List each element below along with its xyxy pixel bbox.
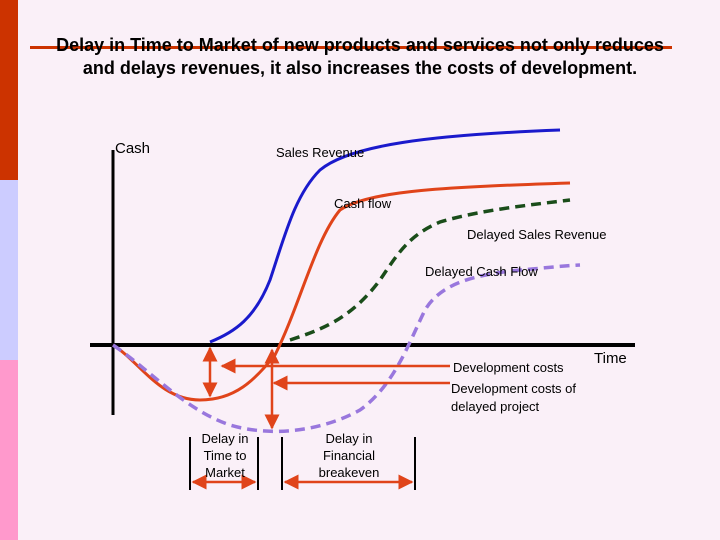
sales-revenue-label: Sales Revenue [276,145,365,160]
page-title: Delay in Time to Market of new products … [56,35,664,78]
sales-revenue-curve [209,128,561,344]
delay-time-to-market-label: Delay in Time to Market [201,431,249,480]
delayed-cash-flow-label: Delayed Cash Flow [425,264,538,279]
accent-strip-middle [0,180,18,360]
development-costs-delayed-label: Development costs of delayed project [451,381,577,414]
development-costs-label: Development costs [453,360,564,375]
title-underline [30,46,672,49]
delayed-sales-revenue-curve [289,198,571,342]
accent-strip-bottom [0,360,18,540]
time-axis-label: Time [594,350,627,367]
cash-flow-label: Cash flow [334,196,392,211]
delayed-sales-revenue-label: Delayed Sales Revenue [467,227,607,242]
cash-axis-label: Cash [115,140,151,157]
delay-financial-breakeven-label: Delay in Financial breakeven [318,431,380,480]
accent-strip-top [0,0,18,180]
delayed-cash-flow-curve [112,263,581,434]
